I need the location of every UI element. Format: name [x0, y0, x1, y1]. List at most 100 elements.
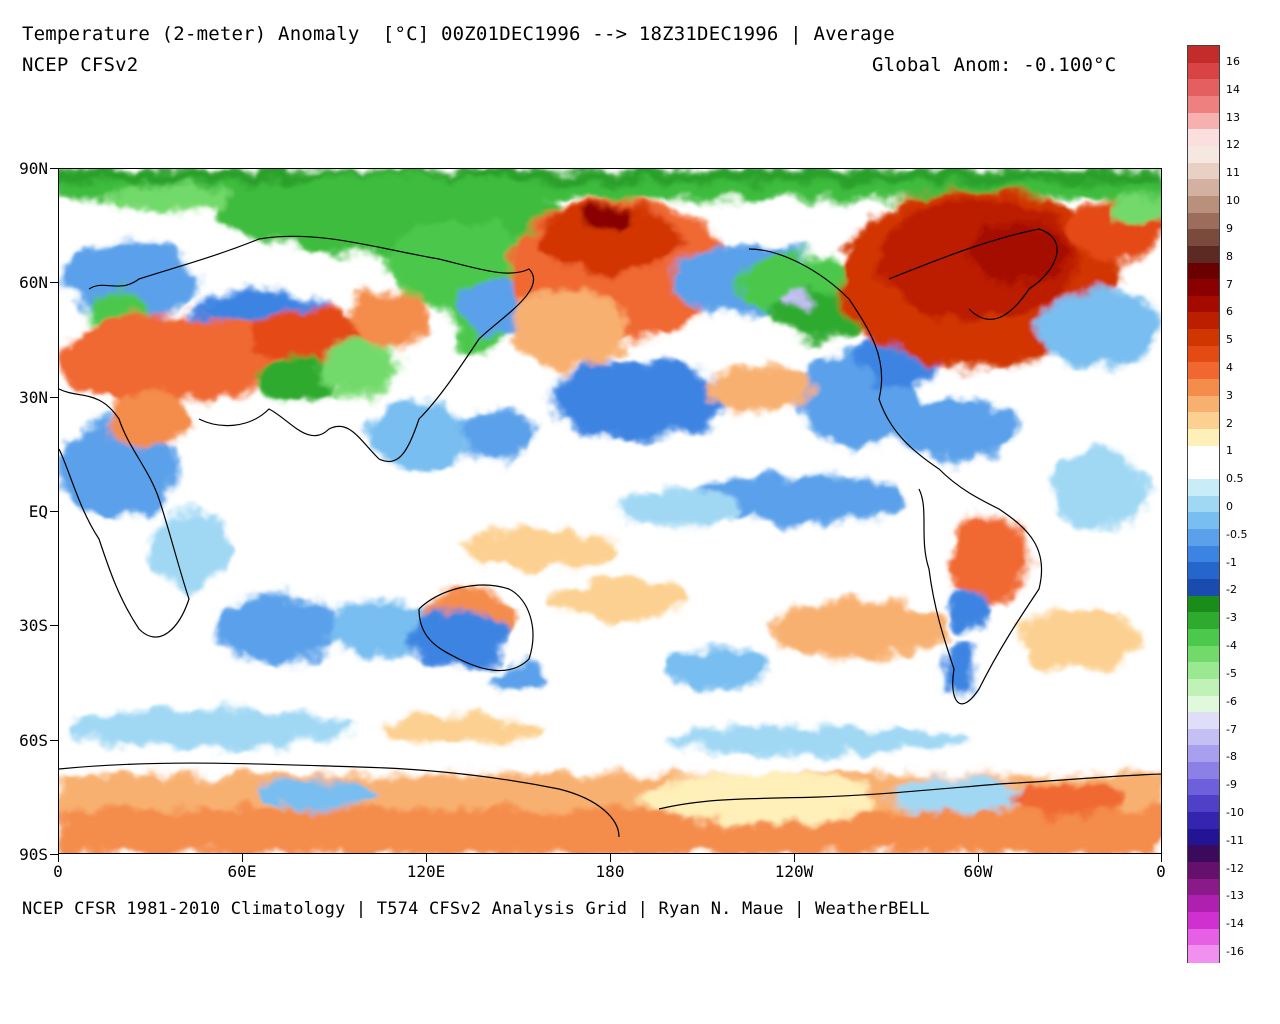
legend-swatch: [1188, 412, 1219, 430]
legend-swatch: [1188, 62, 1219, 80]
legend-swatch: [1188, 145, 1219, 164]
lat-tick: [50, 168, 58, 169]
legend-label: 16: [1226, 55, 1240, 68]
lat-tick: [50, 511, 58, 512]
legend-swatch: [1188, 95, 1219, 114]
legend-swatch: [1188, 545, 1219, 563]
legend-label: -0.5: [1226, 527, 1248, 541]
legend-label: 11: [1226, 166, 1240, 180]
legend-label: 9: [1226, 221, 1233, 235]
legend-swatch: [1188, 329, 1219, 347]
lon-tick: [794, 854, 795, 862]
model-name: NCEP CFSv2: [22, 54, 139, 76]
legend-label: 8: [1226, 249, 1233, 263]
lon-label: 120E: [406, 862, 446, 881]
legend-label: -9: [1226, 778, 1237, 792]
legend-swatch: [1188, 645, 1219, 663]
legend-label: 0: [1226, 500, 1233, 513]
legend-swatch: [1188, 345, 1219, 364]
legend-swatch: [1188, 379, 1219, 397]
lat-label: 30N: [19, 388, 48, 407]
legend-swatch: [1188, 528, 1219, 547]
lat-label: 90S: [19, 845, 48, 864]
legend-swatch: [1188, 662, 1219, 680]
lat-tick: [50, 282, 58, 283]
legend-swatch: [1188, 728, 1219, 747]
lat-tick: [50, 854, 58, 855]
lon-label: 180: [595, 862, 625, 881]
lat-label: 90N: [19, 159, 48, 178]
legend-label: -1: [1226, 555, 1237, 569]
lat-tick: [50, 397, 58, 398]
map-title: Temperature (2-meter) Anomaly [°C] 00Z01…: [22, 23, 895, 45]
legend-label: -7: [1226, 722, 1237, 736]
legend-swatch: [1188, 129, 1219, 147]
lon-tick: [610, 854, 611, 862]
legend-swatch: [1188, 462, 1219, 480]
legend-swatch: [1188, 162, 1219, 180]
legend-swatch: [1188, 212, 1219, 230]
legend-swatch: [1188, 295, 1219, 314]
legend-swatch: [1188, 429, 1219, 447]
legend-swatch: [1188, 628, 1219, 647]
legend-swatch: [1188, 578, 1219, 597]
credits: NCEP CFSR 1981-2010 Climatology | T574 C…: [22, 899, 930, 919]
legend-label: 3: [1226, 388, 1233, 402]
legend-swatch: [1188, 795, 1219, 813]
legend-swatch: [1188, 479, 1219, 497]
legend-swatch: [1188, 828, 1219, 846]
legend-label: -11: [1226, 833, 1244, 847]
legend-swatch: [1188, 245, 1219, 264]
lat-tick: [50, 740, 58, 741]
legend-label: -12: [1226, 861, 1244, 875]
legend-swatch: [1188, 695, 1219, 713]
lat-tick: [50, 625, 58, 626]
anomaly-field: [59, 169, 1161, 853]
legend-swatch: [1188, 762, 1219, 780]
lat-label: EQ: [28, 502, 48, 521]
legend-swatch: [1188, 712, 1219, 730]
legend-label: -5: [1226, 666, 1237, 680]
legend-swatch: [1188, 595, 1219, 613]
legend-label: 10: [1226, 194, 1240, 208]
lon-tick: [426, 854, 427, 862]
legend-swatch: [1188, 445, 1219, 463]
legend-swatch: [1188, 778, 1219, 797]
legend-label: 2: [1226, 416, 1233, 430]
legend-label: -4: [1226, 639, 1237, 653]
legend-label: -14: [1226, 917, 1244, 931]
lon-tick: [1161, 854, 1162, 862]
legend-swatch: [1188, 395, 1219, 413]
legend-label: -2: [1226, 583, 1237, 597]
legend-swatch: [1188, 862, 1219, 880]
lat-label: 30S: [19, 616, 48, 635]
lon-label: 0: [1156, 862, 1166, 881]
legend-label: 7: [1226, 277, 1233, 291]
legend-swatch: [1188, 79, 1219, 97]
lat-label: 60S: [19, 731, 48, 750]
legend-swatch: [1188, 678, 1219, 697]
legend-swatch: [1188, 46, 1219, 64]
legend-swatch: [1188, 878, 1219, 896]
legend-swatch: [1188, 612, 1219, 630]
legend-label: -13: [1226, 889, 1244, 903]
lon-tick: [58, 854, 59, 862]
global-anomaly: Global Anom: -0.100°C: [872, 54, 1117, 76]
legend-label: -10: [1226, 805, 1244, 819]
legend-swatch: [1188, 362, 1219, 380]
lon-tick: [242, 854, 243, 862]
legend-swatch: [1188, 312, 1219, 330]
legend-label: 4: [1226, 360, 1233, 374]
legend-label: 0.5: [1226, 472, 1244, 486]
legend-swatch: [1188, 195, 1219, 214]
coastlines: [59, 228, 1161, 838]
legend-label: 14: [1226, 82, 1240, 96]
legend-swatch: [1188, 928, 1219, 946]
legend-swatch: [1188, 745, 1219, 763]
legend-swatch: [1188, 512, 1219, 530]
legend-swatch: [1188, 262, 1219, 280]
legend-label: -6: [1226, 694, 1237, 708]
color-legend: [1187, 45, 1220, 963]
legend-swatch: [1188, 279, 1219, 297]
legend-swatch: [1188, 112, 1219, 130]
